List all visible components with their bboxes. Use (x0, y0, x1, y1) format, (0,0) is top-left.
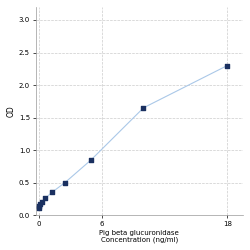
X-axis label: Pig beta glucuronidase
Concentration (ng/ml): Pig beta glucuronidase Concentration (ng… (100, 230, 179, 243)
Point (89, 158, 93, 162)
Point (38, 202, 42, 206)
Point (225, 64, 229, 68)
Point (50, 190, 54, 194)
Point (37, 206, 41, 210)
Point (43, 196, 47, 200)
Point (38, 204, 42, 208)
Point (142, 106, 146, 110)
Point (40, 200, 44, 204)
Point (63, 181, 67, 185)
Y-axis label: OD: OD (7, 105, 16, 117)
